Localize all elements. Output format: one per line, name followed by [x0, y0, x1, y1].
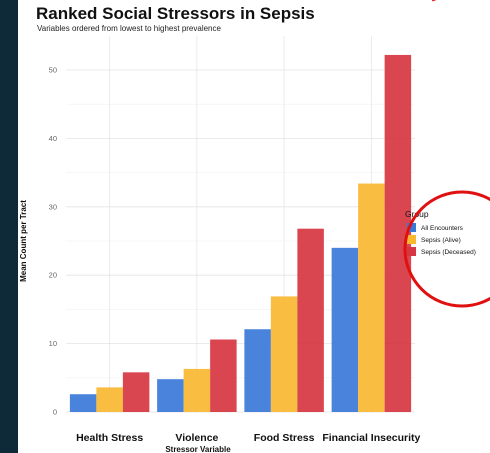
- chart: 0 10 20 30 40 50 Health Stress Violence Food St…: [19, 0, 490, 453]
- category-label: Food Stress: [254, 432, 315, 444]
- highlight-circle: [403, 190, 490, 308]
- y-axis-label: Mean Count per Tract: [19, 200, 28, 282]
- legend-label: Sepsis (Alive): [421, 237, 461, 244]
- category-labels: Health Stress Violence Food Stress Financia…: [76, 432, 420, 444]
- bar: [96, 387, 123, 412]
- y-tick-label: 50: [49, 66, 57, 75]
- bar: [69, 394, 97, 412]
- category-label: Health Stress: [76, 432, 143, 444]
- bar: [157, 379, 184, 412]
- y-tick-label: 20: [49, 271, 57, 280]
- bar: [270, 296, 298, 412]
- legend-swatch: [407, 247, 416, 256]
- bar: [297, 228, 324, 412]
- chart-subtitle: Variables ordered from lowest to highest…: [37, 24, 222, 33]
- y-tick-label: 0: [53, 408, 57, 417]
- y-tick-label: 30: [49, 202, 57, 211]
- y-tick-label: 10: [49, 339, 57, 348]
- y-tick-label: 40: [49, 134, 57, 143]
- bar: [210, 339, 237, 412]
- bar: [331, 247, 359, 412]
- legend-label: Sepsis (Deceased): [421, 249, 476, 256]
- bar: [358, 183, 385, 412]
- bars: [69, 54, 412, 413]
- category-label: Violence: [175, 432, 218, 444]
- chart-title: Ranked Social Stressors in Sepsis: [36, 4, 315, 23]
- x-axis-label: Stressor Variable: [165, 445, 231, 453]
- bar: [122, 372, 150, 412]
- category-label: Financial Insecurity: [322, 432, 420, 444]
- chart-panel: 0 10 20 30 40 50 Health Stress Violence Food St…: [18, 0, 490, 453]
- red-circle-annotation: [403, 0, 490, 308]
- legend-swatch: [407, 223, 416, 232]
- bar: [244, 329, 271, 412]
- legend-swatch: [407, 235, 416, 244]
- legend-label: All Encounters: [421, 225, 464, 232]
- bar: [183, 368, 211, 412]
- y-tick-labels: 0 10 20 30 40 50: [49, 66, 57, 417]
